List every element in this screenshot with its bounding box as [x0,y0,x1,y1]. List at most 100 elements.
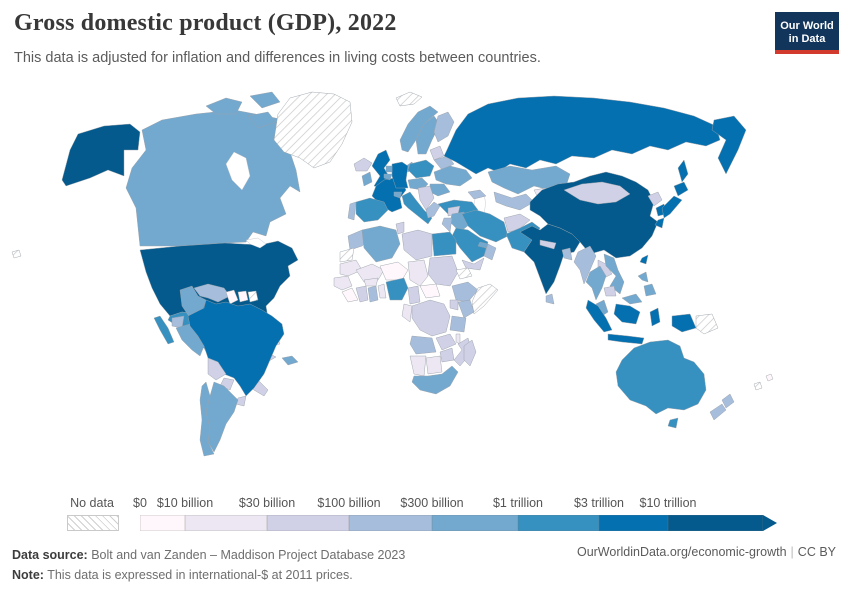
country-bangladesh[interactable] [561,247,573,261]
country-cambodia[interactable] [603,285,617,297]
country-ukraine[interactable] [433,165,473,187]
country-drc[interactable] [411,299,451,337]
country-canada-arctic-1[interactable] [205,97,243,115]
country-iceland[interactable] [353,157,373,172]
country-canada-arctic-3[interactable] [247,111,277,129]
country-mongolia[interactable] [563,181,631,205]
country-russia-sakhalin[interactable] [677,159,689,183]
country-australia[interactable] [615,339,707,415]
country-chile[interactable] [199,381,215,457]
country-canada[interactable] [125,109,301,247]
country-greenland[interactable] [273,91,353,169]
country-norway[interactable] [399,105,439,153]
country-madagascar[interactable] [463,339,477,367]
country-alaska[interactable] [61,123,141,187]
country-netherlands[interactable] [385,165,393,173]
country-tunisia[interactable] [395,221,405,235]
country-poland[interactable] [407,159,435,179]
country-indonesia-java[interactable] [607,333,645,345]
country-nigeria[interactable] [385,277,409,301]
country-japan-honshu[interactable] [661,195,683,219]
country-angola[interactable] [409,335,437,355]
country-central-african-republic[interactable] [419,283,441,299]
country-algeria[interactable] [361,225,401,263]
country-indonesia-sulawesi[interactable] [649,307,661,327]
country-pacific-islands[interactable] [11,249,22,259]
legend-segment-3[interactable] [349,515,432,531]
country-tanzania[interactable] [449,315,467,333]
country-chad[interactable] [407,259,429,287]
country-mexico-baja[interactable] [153,315,175,345]
country-libya[interactable] [401,229,433,261]
country-guinea[interactable] [341,287,359,303]
country-congo-gabon[interactable] [401,303,413,323]
country-myanmar[interactable] [573,245,597,285]
country-mauritania[interactable] [339,259,363,277]
country-south-africa[interactable] [411,365,459,395]
country-taiwan[interactable] [639,254,649,265]
legend-segment-4[interactable] [432,515,518,531]
country-uzbek-turkmen[interactable] [493,191,535,211]
country-sudan[interactable] [427,255,459,287]
country-suriname[interactable] [237,290,249,303]
country-finland[interactable] [433,111,455,143]
country-philippines-mindanao[interactable] [643,283,657,297]
country-tasmania[interactable] [667,417,679,429]
country-kenya[interactable] [457,299,475,319]
country-indonesia-papua[interactable] [671,313,697,333]
country-svalbard[interactable] [395,91,423,107]
country-brazil[interactable] [187,299,285,397]
country-french-guiana[interactable] [247,290,259,303]
country-portugal[interactable] [347,201,357,221]
country-senegal[interactable] [333,275,353,291]
country-eritrea[interactable] [455,267,473,280]
country-fiji[interactable] [765,373,774,382]
country-russia-far-east[interactable] [711,115,747,175]
legend-segment-2[interactable] [267,515,349,531]
country-afghanistan[interactable] [503,213,531,233]
country-benin-togo[interactable] [377,283,387,299]
country-japan-kyushu[interactable] [654,217,665,229]
country-mali[interactable] [355,263,385,283]
country-japan-hokkaido[interactable] [673,181,689,197]
country-switzerland[interactable] [393,191,403,199]
country-germany[interactable] [391,161,409,189]
country-indonesia-sumatra[interactable] [585,299,613,333]
country-namibia[interactable] [409,355,427,377]
country-ethiopia[interactable] [451,281,479,303]
country-caucasus[interactable] [467,189,487,200]
owid-logo[interactable]: Our World in Data [775,12,839,54]
legend-no-data-swatch[interactable] [67,515,119,531]
country-thailand[interactable] [585,265,607,301]
country-sri-lanka[interactable] [545,293,555,305]
country-belgium[interactable] [383,173,393,181]
country-philippines-luzon[interactable] [637,271,649,283]
country-somalia[interactable] [471,283,499,315]
country-zimbabwe[interactable] [439,347,455,363]
legend-segment-7[interactable] [668,515,763,531]
country-bolivia[interactable] [207,357,227,381]
footer-link[interactable]: OurWorldinData.org/economic-growth [576,545,787,559]
country-ireland[interactable] [361,171,373,187]
country-venezuela[interactable] [193,283,231,303]
country-new-zealand-south[interactable] [709,403,727,421]
country-uae[interactable] [477,241,489,249]
country-new-caledonia[interactable] [753,381,763,391]
legend-segment-0[interactable] [140,515,185,531]
country-nepal[interactable] [539,239,557,250]
legend-segment-6[interactable] [599,515,668,531]
country-yemen[interactable] [461,257,485,271]
country-indonesia-kalimantan[interactable] [613,303,641,325]
country-oman[interactable] [483,243,497,261]
country-papua-new-guinea[interactable] [695,313,719,335]
country-greece[interactable] [425,201,441,219]
country-israel-jordan[interactable] [441,217,453,233]
country-argentina[interactable] [205,381,239,453]
country-romania[interactable] [429,183,451,197]
country-niger[interactable] [379,261,409,281]
country-ghana[interactable] [367,285,379,303]
country-new-zealand-north[interactable] [721,393,735,409]
country-spain[interactable] [355,197,389,223]
country-russia[interactable] [443,95,721,175]
country-western-sahara[interactable] [339,247,355,263]
